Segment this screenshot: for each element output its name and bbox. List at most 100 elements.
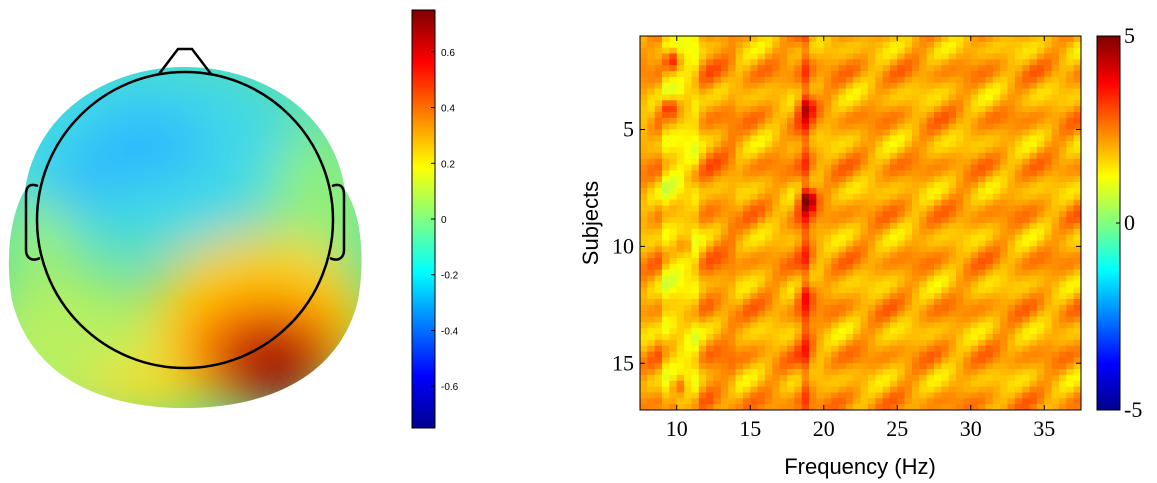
heatmap-cell: [742, 88, 751, 96]
heatmap-cell: [978, 339, 987, 347]
heatmap-cell: [1073, 65, 1081, 72]
heatmap-cell: [1007, 334, 1016, 341]
heatmap-cell: [662, 298, 670, 306]
heatmap-cell: [654, 398, 663, 405]
heatmap-cell: [662, 211, 670, 218]
heatmap-cell: [691, 193, 700, 201]
heatmap-cell: [875, 252, 884, 259]
heatmap-y-label: Subjects: [578, 181, 603, 265]
heatmap-cell: [831, 275, 840, 283]
heatmap-cell: [1036, 404, 1045, 410]
heatmap-cell: [1066, 94, 1075, 101]
heatmap-cell: [853, 293, 862, 300]
heatmap-cell: [1022, 123, 1031, 131]
heatmap-cell: [728, 158, 737, 166]
heatmap-cell: [1066, 363, 1075, 370]
heatmap-cell: [1036, 129, 1045, 136]
heatmap-cell: [1007, 47, 1016, 55]
heatmap-cell: [676, 123, 685, 131]
heatmap-cell: [713, 41, 722, 49]
heatmap-cell: [934, 410, 942, 416]
heatmap-cell: [750, 392, 759, 399]
heatmap-cell: [640, 152, 648, 160]
heatmap-cell: [853, 334, 862, 341]
heatmap-cell: [911, 36, 920, 43]
heatmap-cell: [970, 316, 979, 323]
heatmap-cell: [889, 135, 898, 142]
heatmap-cell: [772, 357, 781, 364]
heatmap-cell: [926, 322, 935, 329]
heatmap-cell: [801, 304, 810, 312]
heatmap-cell: [867, 205, 876, 212]
heatmap-cell: [963, 193, 972, 201]
heatmap-cell: [889, 158, 898, 166]
heatmap-cell: [985, 416, 993, 422]
heatmap-cell: [838, 59, 847, 66]
heatmap-cell: [963, 281, 972, 288]
heatmap-cell: [956, 223, 964, 230]
heatmap-cell: [757, 82, 766, 90]
heatmap-cell: [926, 392, 935, 399]
heatmap-cell: [801, 193, 810, 201]
heatmap-cell: [647, 41, 656, 49]
heatmap-cell: [698, 182, 707, 189]
heatmap-cell: [764, 176, 773, 183]
heatmap-cell: [1066, 205, 1075, 212]
heatmap-cell: [948, 386, 957, 394]
heatmap-cell: [1066, 176, 1075, 183]
heatmap-cell: [1058, 310, 1067, 318]
heatmap-cell: [882, 182, 891, 189]
heatmap-cell: [750, 53, 759, 60]
heatmap-cell: [794, 322, 803, 329]
heatmap-cell: [1058, 258, 1067, 265]
heatmap-cell: [757, 117, 766, 125]
heatmap-cell: [1058, 36, 1067, 43]
heatmap-cell: [1022, 53, 1031, 60]
heatmap-cell: [750, 47, 759, 55]
x-tick-label: 35: [1033, 416, 1055, 441]
heatmap-cell: [970, 228, 979, 236]
heatmap-cell: [809, 193, 817, 201]
heatmap-cell: [676, 363, 685, 370]
heatmap-cell: [647, 363, 656, 370]
heatmap-cell: [889, 205, 898, 212]
heatmap-cell: [889, 65, 898, 72]
heatmap-cell: [647, 135, 656, 142]
heatmap-cell: [889, 111, 898, 119]
heatmap-cell: [845, 82, 854, 90]
heatmap-cell: [1073, 111, 1081, 119]
heatmap-cell: [684, 392, 693, 399]
heatmap-cell: [838, 339, 847, 347]
heatmap-cell: [794, 182, 803, 189]
heatmap-cell: [941, 193, 950, 201]
heatmap-cell: [713, 228, 722, 236]
heatmap-cell: [897, 187, 906, 195]
heatmap-cell: [647, 100, 656, 107]
heatmap-cell: [831, 304, 840, 312]
heatmap-cell: [706, 298, 715, 306]
heatmap-cell: [867, 339, 876, 347]
heatmap-cell: [765, 24, 773, 30]
heatmap-cell: [941, 47, 950, 55]
heatmap-cell: [1058, 234, 1067, 242]
heatmap-cell: [713, 240, 722, 247]
heatmap-cell: [772, 269, 781, 277]
heatmap-cell: [728, 339, 737, 347]
heatmap-cell: [669, 369, 678, 376]
heatmap-cell: [1074, 410, 1082, 416]
heatmap-cell: [1044, 404, 1053, 410]
heatmap-cell: [1022, 269, 1031, 277]
heatmap-cell: [1066, 76, 1075, 84]
heatmap-cell: [992, 298, 1001, 306]
heatmap-cell: [801, 392, 810, 399]
heatmap-cell: [1029, 258, 1038, 265]
heatmap-cell: [1058, 374, 1067, 382]
heatmap-cell: [720, 287, 729, 294]
heatmap-cell: [750, 258, 759, 265]
heatmap-cell: [875, 258, 884, 265]
heatmap-cell: [713, 135, 722, 142]
heatmap-cell: [772, 404, 781, 410]
heatmap-cell: [706, 111, 715, 119]
heatmap-cell: [919, 82, 928, 90]
heatmap-cell: [926, 36, 935, 43]
